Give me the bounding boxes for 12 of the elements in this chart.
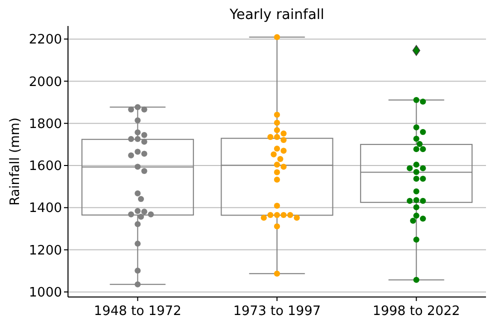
x-tick-label: 1973 to 1997	[233, 304, 321, 319]
y-tick-label: 1000	[28, 285, 62, 300]
x-tick-label: 1998 to 2022	[372, 304, 460, 319]
y-tick-label: 2000	[28, 74, 62, 90]
y-axis-title: Rainfall (mm)	[8, 118, 23, 206]
chart-title: Yearly rainfall	[228, 7, 324, 23]
y-tick-label: 1400	[28, 201, 62, 216]
y-tick-label: 1600	[28, 159, 62, 174]
y-tick-label: 1200	[28, 243, 62, 258]
y-tick-label: 2200	[28, 32, 62, 48]
y-tick-label: 1800	[28, 116, 62, 132]
x-tick-label: 1948 to 1972	[94, 304, 182, 319]
